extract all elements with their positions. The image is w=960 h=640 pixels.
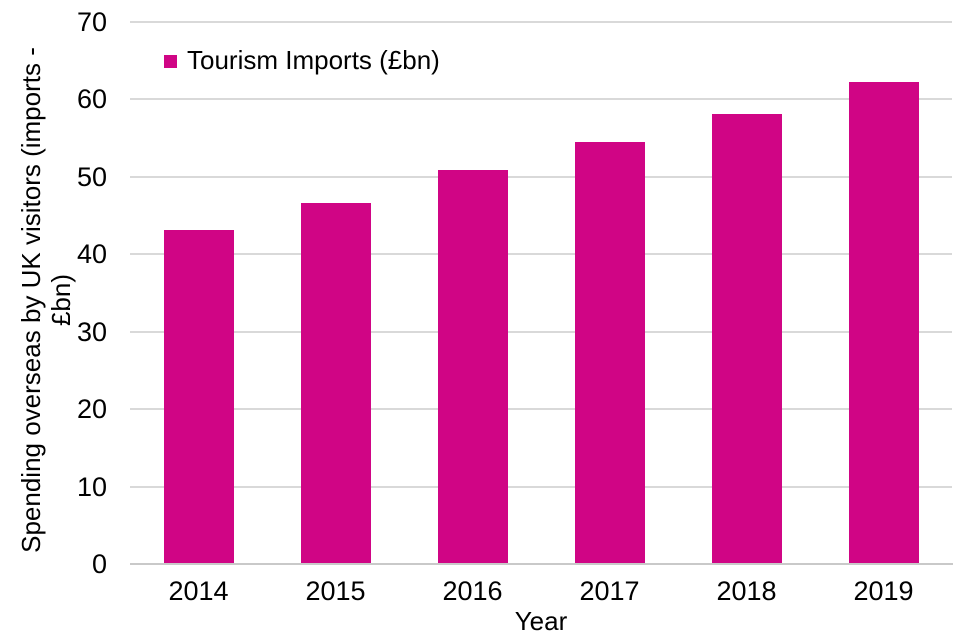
y-tick-label-20: 20 bbox=[76, 394, 107, 425]
gridline-50 bbox=[130, 175, 952, 178]
y-tick-label-0: 0 bbox=[91, 549, 107, 579]
legend-swatch-icon bbox=[164, 54, 177, 68]
x-tick-label-2017: 2017 bbox=[579, 576, 640, 606]
x-axis-line bbox=[130, 563, 953, 565]
x-tick-label-2016: 2016 bbox=[442, 576, 503, 606]
y-tick-label-10: 10 bbox=[76, 471, 107, 502]
y-tick-label-70: 70 bbox=[76, 7, 107, 37]
y-tick-label-40: 40 bbox=[76, 239, 107, 270]
x-tick-label-2014: 2014 bbox=[168, 576, 229, 606]
plot-area bbox=[130, 21, 952, 564]
gridline-70 bbox=[130, 21, 952, 23]
gridline-30 bbox=[130, 330, 952, 333]
gridline-60 bbox=[130, 98, 952, 101]
legend: Tourism Imports (£bn) bbox=[164, 45, 440, 75]
x-tick-label-2018: 2018 bbox=[716, 576, 777, 606]
bar-2019 bbox=[848, 81, 919, 564]
gridline-10 bbox=[130, 485, 952, 488]
legend-label: Tourism Imports (£bn) bbox=[187, 45, 440, 75]
gridline-20 bbox=[130, 408, 952, 411]
gridline-40 bbox=[130, 253, 952, 256]
x-tick-label-2015: 2015 bbox=[305, 576, 366, 606]
x-tick-label-2019: 2019 bbox=[853, 576, 914, 606]
y-tick-label-30: 30 bbox=[76, 316, 107, 347]
y-tick-label-60: 60 bbox=[76, 84, 107, 115]
bar-2016 bbox=[437, 169, 508, 564]
y-tick-label-50: 50 bbox=[76, 161, 107, 192]
bar-2018 bbox=[711, 114, 782, 564]
x-axis-title: Year bbox=[514, 606, 568, 636]
bar-2017 bbox=[574, 142, 645, 564]
bar-2015 bbox=[300, 203, 371, 564]
bar-2014 bbox=[163, 230, 234, 564]
